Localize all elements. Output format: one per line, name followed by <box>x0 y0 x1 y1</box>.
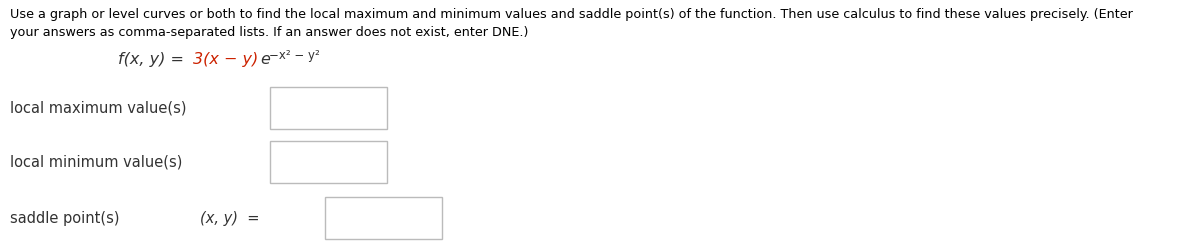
FancyBboxPatch shape <box>270 141 386 183</box>
Text: local maximum value(s): local maximum value(s) <box>10 100 186 116</box>
Text: local minimum value(s): local minimum value(s) <box>10 155 182 169</box>
Text: (x, y)  =: (x, y) = <box>200 211 259 225</box>
Text: f(x, y) =: f(x, y) = <box>118 52 190 67</box>
Text: 3(x − y): 3(x − y) <box>193 52 258 67</box>
Text: e: e <box>260 52 270 67</box>
FancyBboxPatch shape <box>325 197 442 239</box>
FancyBboxPatch shape <box>270 87 386 129</box>
Text: Use a graph or level curves or both to find the local maximum and minimum values: Use a graph or level curves or both to f… <box>10 8 1133 21</box>
Text: −x² − y²: −x² − y² <box>269 49 319 62</box>
Text: saddle point(s): saddle point(s) <box>10 211 120 225</box>
Text: your answers as comma-separated lists. If an answer does not exist, enter DNE.): your answers as comma-separated lists. I… <box>10 26 528 39</box>
